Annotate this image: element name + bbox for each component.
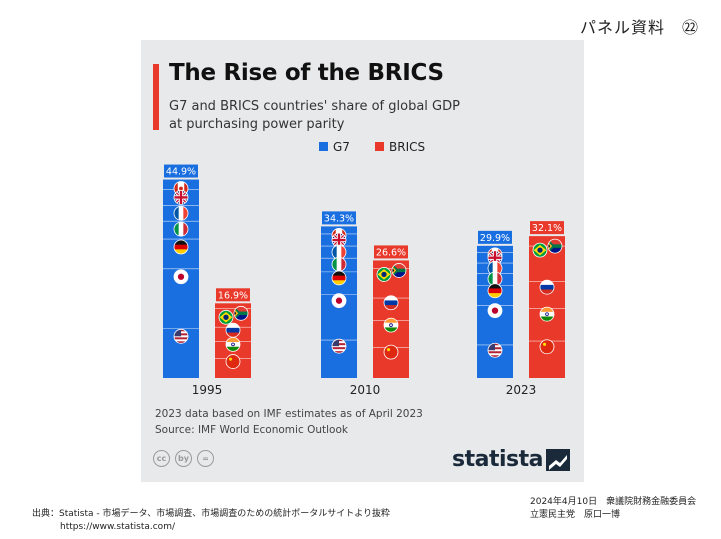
- flag-uk-icon: [331, 232, 347, 248]
- footer-author: 立憲民主党 原口一博: [530, 510, 621, 520]
- flag-italy-icon: [331, 256, 347, 272]
- flag-china-icon: [383, 344, 399, 360]
- subtitle-line-2: at purchasing power parity: [169, 117, 345, 132]
- title-accent-bar: [153, 64, 159, 130]
- value-label-g7-2010: 34.3%: [324, 213, 354, 224]
- flag-india-icon: [383, 317, 399, 333]
- chart-note: 2023 data based on IMF estimates as of A…: [155, 406, 423, 438]
- flag-brazil-icon: [218, 309, 234, 325]
- flag-germany-icon: [173, 239, 189, 255]
- chart-title: The Rise of the BRICS: [169, 60, 444, 86]
- footer-source-line: 出典：Statista - 市場データ、市場調査、市場調査のための統計ポータルサ…: [32, 509, 391, 519]
- flag-china-icon: [225, 354, 241, 369]
- statista-mark-icon: [546, 448, 570, 471]
- value-label-g7-1995: 44.9%: [166, 167, 196, 178]
- flag-china-icon: [539, 339, 555, 355]
- flag-usa-icon: [173, 328, 189, 344]
- flag-japan-icon: [487, 303, 503, 318]
- flag-germany-icon: [487, 283, 503, 299]
- value-label-brics-2023: 32.1%: [532, 223, 562, 234]
- note-estimate: 2023 data based on IMF estimates as of A…: [155, 408, 423, 420]
- value-label-bg: [478, 230, 512, 244]
- footer-source-url[interactable]: https://www.statista.com/: [60, 522, 175, 532]
- flag-south-africa-icon: [391, 263, 407, 278]
- legend-swatch-g7: [319, 142, 328, 151]
- flag-germany-icon: [331, 270, 347, 286]
- flag-russia-icon: [539, 279, 555, 295]
- value-label-bg: [530, 221, 564, 235]
- flag-usa-icon: [487, 342, 503, 358]
- nd-icon[interactable]: =: [197, 450, 214, 467]
- value-label-bg: [322, 211, 356, 225]
- flag-italy-icon: [173, 221, 189, 237]
- category-label-2010: 2010: [350, 383, 381, 397]
- slide-label: パネル資料 ㉒: [579, 18, 699, 37]
- chart-legend: G7 BRICS: [319, 140, 425, 154]
- legend-swatch-brics: [375, 142, 384, 151]
- subtitle-line-1: G7 and BRICS countries' share of global …: [169, 99, 460, 114]
- flag-india-icon: [225, 336, 241, 352]
- statista-logo[interactable]: statista: [452, 447, 570, 472]
- value-label-g7-2023: 29.9%: [480, 233, 510, 244]
- legend-label-brics: BRICS: [389, 140, 425, 154]
- cc-icon[interactable]: cc: [153, 450, 170, 467]
- category-label-2023: 2023: [506, 383, 537, 397]
- value-label-bg: [164, 164, 198, 178]
- value-label-brics-1995: 16.9%: [218, 290, 248, 301]
- note-source: Source: IMF World Economic Outlook: [155, 424, 348, 436]
- logo-text: statista: [452, 447, 543, 472]
- legend-label-g7: G7: [333, 140, 350, 154]
- flag-japan-icon: [331, 293, 347, 309]
- by-icon[interactable]: by: [175, 450, 192, 467]
- flag-russia-icon: [225, 322, 241, 338]
- bars-group: 44.9% 16.9% 1995 34.3% 26.6% 2010 29.9% 32.1% 20…: [163, 164, 565, 397]
- flag-brazil-icon: [376, 267, 392, 282]
- category-label-1995: 1995: [192, 383, 223, 397]
- bar-chart: G7 BRICS 44.9% 16.9% 1995 34.3% 26.6% 2010 29.9…: [163, 140, 565, 397]
- value-label-bg: [374, 245, 408, 259]
- flag-uk-icon: [173, 190, 189, 205]
- flag-japan-icon: [173, 269, 189, 285]
- footer-date: 2024年4月10日 衆議院財務金融委員会: [530, 497, 697, 507]
- footer-meta: 2024年4月10日 衆議院財務金融委員会 立憲民主党 原口一博: [530, 496, 696, 522]
- flag-south-africa-icon: [547, 238, 563, 254]
- flag-brazil-icon: [532, 242, 548, 258]
- flag-india-icon: [539, 306, 555, 322]
- flag-russia-icon: [383, 295, 399, 311]
- flag-usa-icon: [331, 338, 347, 354]
- chart-subtitle: G7 and BRICS countries' share of global …: [169, 98, 549, 134]
- license-icons: cc by =: [153, 450, 214, 467]
- flag-uk-icon: [487, 250, 503, 266]
- flag-france-icon: [173, 205, 189, 221]
- flag-south-africa-icon: [233, 305, 249, 321]
- footer-source: 出典：Statista - 市場データ、市場調査、市場調査のための統計ポータルサ…: [32, 508, 390, 534]
- chart-card: The Rise of the BRICS G7 and BRICS count…: [141, 40, 584, 482]
- value-label-brics-2010: 26.6%: [376, 247, 406, 258]
- value-label-bg: [216, 288, 250, 302]
